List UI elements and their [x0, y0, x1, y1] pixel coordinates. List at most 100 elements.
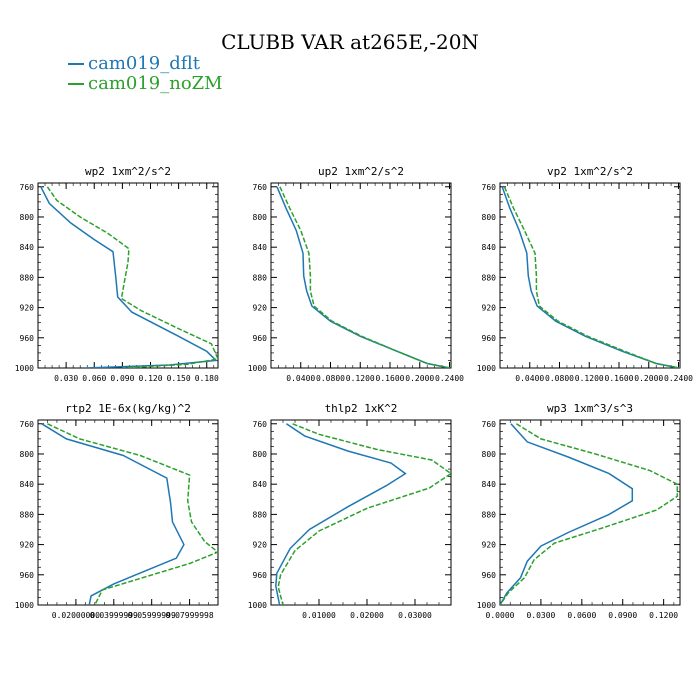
plot-frame — [270, 419, 452, 606]
y-tick-label: 960 — [20, 571, 35, 580]
y-tick-label: 1000 — [477, 601, 496, 610]
x-tick-label: 0.1200 — [649, 611, 678, 620]
legend-entry-nozm: cam019_noZM — [68, 73, 223, 94]
x-tick-label: 0.1600 — [605, 374, 634, 383]
legend-entry-dflt: cam019_dflt — [68, 53, 200, 74]
subplot-title: wp3 1xm^3/s^3 — [547, 402, 633, 415]
x-tick-label: 0.0400 — [515, 374, 544, 383]
series-line-dflt — [40, 186, 218, 368]
x-tick-label: 0.0900 — [608, 611, 637, 620]
plot-frame — [37, 182, 219, 369]
y-tick-label: 920 — [253, 304, 268, 313]
subplot-title: thlp2 1xK^2 — [325, 402, 398, 415]
y-tick-label: 1000 — [477, 364, 496, 373]
chart-title: CLUBB VAR at265E,-20N — [221, 30, 479, 54]
x-tick-label: 0.1600 — [376, 374, 405, 383]
series-line-dflt — [275, 423, 407, 605]
x-tick-label: 0.2000 — [405, 374, 434, 383]
x-tick-label: 0.0800 — [316, 374, 345, 383]
x-tick-label: 0.090 — [110, 374, 134, 383]
x-tick-label: 0.0300 — [526, 611, 555, 620]
y-tick-label: 880 — [482, 510, 497, 519]
y-tick-label: 880 — [20, 273, 35, 282]
x-tick-label: 0.05999999 — [128, 611, 176, 620]
subplot-5: thlp2 1xK^2 760 800 840 880 920 960 1000 0.01000… — [248, 402, 452, 620]
y-tick-label: 760 — [482, 420, 497, 429]
y-tick-label: 760 — [253, 183, 268, 192]
y-tick-label: 1000 — [248, 364, 267, 373]
y-tick-label: 960 — [253, 571, 268, 580]
series-line-nozm — [503, 186, 680, 368]
y-tick-label: 800 — [482, 213, 497, 222]
y-tick-label: 800 — [20, 213, 35, 222]
x-tick-label: 0.150 — [167, 374, 191, 383]
y-tick-label: 920 — [20, 541, 35, 550]
subplot-1: wp2 1xm^2/s^2 760 800 840 880 920 960 1000 0.030… — [15, 165, 219, 383]
x-tick-label: 0.02000 — [350, 611, 384, 620]
x-tick-label: 0.030 — [54, 374, 78, 383]
subplot-4: rtp2 1E-6x(kg/kg)^2 760 800 840 880 920 960 100… — [15, 402, 219, 620]
y-tick-label: 960 — [253, 334, 268, 343]
legend-label-nozm: cam019_noZM — [88, 73, 223, 94]
y-tick-label: 960 — [20, 334, 35, 343]
y-tick-label: 880 — [482, 273, 497, 282]
series-line-dflt — [276, 186, 450, 368]
series-line-dflt — [500, 423, 634, 605]
y-tick-label: 760 — [253, 420, 268, 429]
x-tick-label: 0.03000 — [398, 611, 432, 620]
subplot-6: wp3 1xm^3/s^3 760 800 840 880 920 960 10000.000… — [477, 402, 681, 620]
y-tick-label: 1000 — [15, 364, 34, 373]
series-line-nozm — [277, 423, 451, 605]
y-tick-label: 800 — [20, 450, 35, 459]
y-tick-label: 840 — [20, 243, 35, 252]
subplot-3: vp2 1xm^2/s^2 760 800 840 880 920 960 1000 0.040… — [477, 165, 693, 383]
series-line-nozm — [46, 186, 218, 368]
subplot-title: wp2 1xm^2/s^2 — [85, 165, 171, 178]
x-tick-label: 0.0800 — [545, 374, 574, 383]
y-tick-label: 1000 — [15, 601, 34, 610]
series-line-nozm — [279, 186, 451, 368]
x-tick-label: 0.2400 — [435, 374, 464, 383]
y-tick-label: 920 — [482, 304, 497, 313]
y-tick-label: 920 — [482, 541, 497, 550]
plot-frame — [270, 182, 452, 369]
y-tick-label: 1000 — [248, 601, 267, 610]
y-tick-label: 920 — [20, 304, 35, 313]
y-tick-label: 800 — [482, 450, 497, 459]
y-tick-label: 920 — [253, 541, 268, 550]
y-tick-label: 760 — [20, 183, 35, 192]
y-tick-label: 880 — [253, 510, 268, 519]
y-tick-label: 760 — [482, 183, 497, 192]
series-line-dflt — [501, 186, 679, 368]
x-tick-label: 0.2000 — [634, 374, 663, 383]
y-tick-label: 960 — [482, 334, 497, 343]
x-tick-label: 0.03999999 — [90, 611, 138, 620]
series-line-dflt — [41, 423, 185, 605]
x-tick-label: 0.060 — [82, 374, 106, 383]
x-tick-label: 0.1200 — [575, 374, 604, 383]
y-tick-label: 760 — [20, 420, 35, 429]
x-tick-label: 0.0600 — [567, 611, 596, 620]
subplot-2: up2 1xm^2/s^2 760 800 840 880 920 960 1000 0.040… — [248, 165, 464, 383]
plot-frame — [37, 419, 219, 606]
x-tick-label: 0.0000 — [486, 611, 515, 620]
x-tick-label: 0.180 — [195, 374, 219, 383]
y-tick-label: 800 — [253, 450, 268, 459]
x-tick-label: 0.07999998 — [165, 611, 213, 620]
legend-swatch-nozm — [68, 83, 84, 85]
x-tick-label: 0.0400 — [286, 374, 315, 383]
legend-swatch-dflt — [68, 63, 84, 65]
y-tick-label: 840 — [20, 480, 35, 489]
plot-frame — [499, 419, 681, 606]
x-tick-label: 0.1200 — [346, 374, 375, 383]
subplot-title: rtp2 1E-6x(kg/kg)^2 — [65, 402, 191, 415]
y-tick-label: 880 — [20, 510, 35, 519]
y-tick-label: 840 — [253, 480, 268, 489]
x-tick-label: 0.02000000 — [52, 611, 100, 620]
y-tick-label: 800 — [253, 213, 268, 222]
x-tick-label: 0.01000 — [302, 611, 336, 620]
x-tick-label: 0.120 — [138, 374, 162, 383]
subplot-title: up2 1xm^2/s^2 — [318, 165, 404, 178]
plot-frame — [499, 182, 681, 369]
